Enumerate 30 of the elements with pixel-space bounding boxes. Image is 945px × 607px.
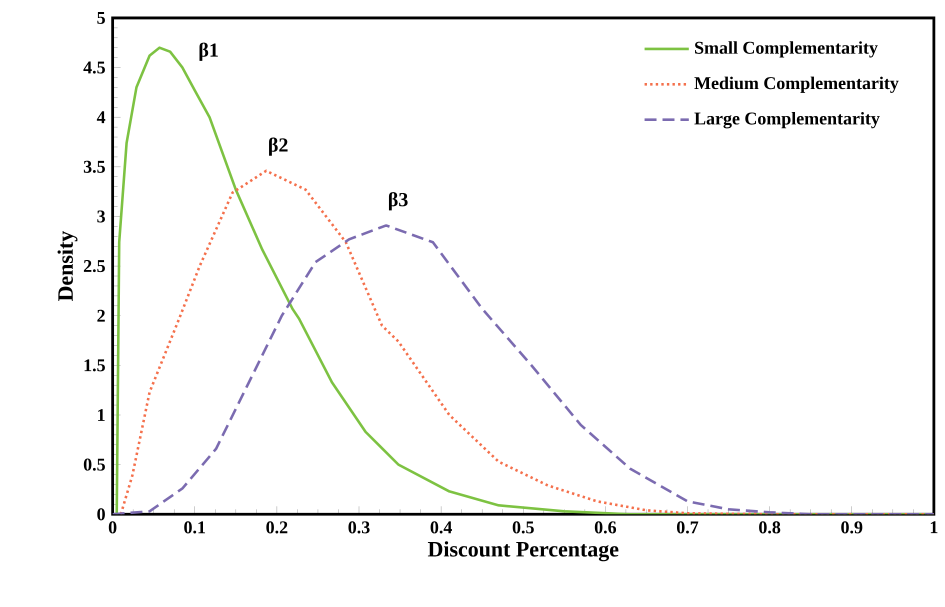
y-tick-label: 5 — [97, 12, 105, 24]
x-tick-label: 0.4 — [430, 521, 452, 534]
y-tick-label: 3.5 — [84, 160, 105, 173]
annotation: β1 — [200, 42, 218, 61]
annotation: β2 — [269, 138, 288, 156]
y-tick-label: 0.5 — [84, 458, 105, 471]
x-tick-label: 0.5 — [512, 521, 534, 534]
x-tick-label: 0.2 — [266, 521, 288, 534]
y-tick-label: 1.5 — [84, 359, 105, 372]
x-tick-label: 0.9 — [841, 521, 862, 534]
y-tick-label: 1 — [98, 409, 105, 421]
y-tick-label: 4.5 — [83, 62, 105, 74]
legend-label: Medium Complementarity — [694, 76, 899, 93]
x-tick-label: 1 — [930, 521, 938, 534]
legend-label: Large Complementarity — [694, 112, 880, 128]
legend-label: Small Complementarity — [695, 41, 878, 58]
x-axis-title: Discount Percentage — [428, 541, 618, 562]
y-tick-label: 0 — [97, 508, 105, 520]
y-tick-label: 2.5 — [84, 260, 105, 272]
y-tick-label: 3 — [97, 210, 105, 223]
x-tick-label: 0.1 — [184, 521, 206, 534]
y-tick-label: 4 — [96, 111, 106, 124]
x-tick-label: 0.3 — [348, 521, 370, 534]
y-tick-label: 2 — [97, 310, 105, 322]
annotation: β3 — [388, 192, 408, 210]
x-tick-label: 0.6 — [594, 521, 616, 534]
x-tick-label: 0 — [108, 521, 116, 534]
x-tick-label: 0.7 — [676, 521, 698, 534]
x-tick-label: 0.8 — [759, 521, 780, 534]
y-axis-title: Density — [58, 231, 78, 302]
